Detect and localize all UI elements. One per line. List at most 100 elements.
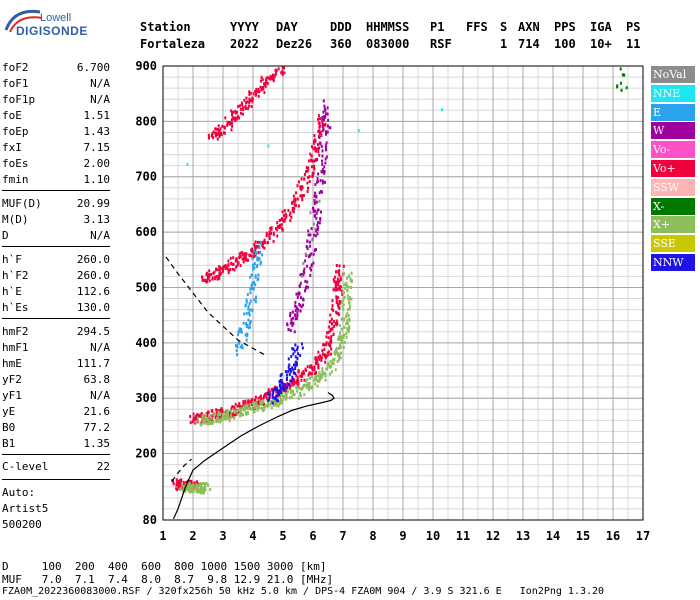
- data-point: [299, 185, 302, 189]
- data-point: [324, 122, 327, 126]
- y-tick-label: 700: [135, 170, 157, 184]
- data-point: [263, 402, 266, 406]
- param-row: B1 1.35: [2, 436, 110, 452]
- data-point: [331, 360, 334, 364]
- data-point: [283, 395, 286, 399]
- data-point: [273, 75, 276, 79]
- data-point: [257, 405, 260, 409]
- param-divider: [2, 318, 110, 319]
- data-point: [227, 271, 230, 275]
- data-point: [296, 184, 299, 188]
- data-point: [301, 387, 304, 391]
- param-name: B1: [2, 437, 16, 450]
- data-point: [250, 283, 253, 287]
- data-point: [274, 68, 277, 72]
- data-point: [244, 404, 247, 408]
- data-point: [332, 308, 335, 312]
- data-point: [277, 389, 280, 393]
- data-point: [318, 131, 321, 135]
- data-point: [336, 288, 339, 292]
- param-value: 1.35: [83, 437, 111, 450]
- data-point: [252, 267, 255, 271]
- data-point: [288, 383, 291, 387]
- data-point: [251, 256, 254, 260]
- data-point: [296, 311, 299, 315]
- data-point: [306, 189, 309, 193]
- data-point: [294, 364, 297, 368]
- data-point: [232, 110, 235, 114]
- data-point: [270, 400, 273, 404]
- data-point: [192, 482, 195, 486]
- header-label-ps: PS: [626, 20, 641, 34]
- data-point: [313, 201, 316, 205]
- header-label-s: S: [500, 20, 508, 34]
- data-point: [289, 321, 292, 325]
- data-point: [239, 414, 242, 418]
- data-point: [275, 388, 278, 392]
- data-point: [244, 401, 247, 405]
- x-tick-label: 9: [399, 529, 406, 543]
- data-point: [339, 278, 342, 282]
- data-point: [279, 397, 282, 401]
- data-point: [237, 330, 240, 334]
- data-point: [204, 482, 207, 486]
- data-point: [281, 210, 284, 214]
- data-point: [211, 409, 214, 413]
- data-point: [307, 186, 310, 190]
- data-point: [321, 121, 324, 125]
- data-point: [266, 241, 269, 245]
- data-point: [342, 346, 345, 350]
- data-point: [324, 378, 327, 382]
- data-point: [308, 175, 311, 179]
- data-point: [290, 318, 293, 322]
- data-point: [204, 421, 207, 425]
- data-point: [226, 411, 229, 415]
- data-point: [212, 420, 215, 424]
- data-point: [251, 100, 254, 104]
- data-point: [314, 248, 317, 252]
- data-point: [204, 413, 207, 417]
- data-point: [318, 153, 321, 157]
- data-point: [313, 134, 316, 138]
- data-point: [348, 326, 351, 330]
- data-point: [247, 404, 250, 408]
- param-row: foF2 6.700: [2, 60, 110, 76]
- data-point: [328, 325, 331, 329]
- data-point: [272, 387, 275, 391]
- data-point: [339, 356, 342, 360]
- data-point: [189, 483, 192, 487]
- data-point: [324, 144, 327, 148]
- data-point: [251, 401, 254, 405]
- data-point: [212, 271, 215, 275]
- data-point: [302, 370, 305, 374]
- data-point: [299, 296, 302, 300]
- data-point: [328, 364, 331, 368]
- data-point: [321, 190, 324, 194]
- data-point: [256, 408, 259, 412]
- data-point: [318, 121, 321, 125]
- data-point: [257, 245, 260, 249]
- data-point: [325, 341, 328, 345]
- data-point: [233, 405, 236, 409]
- data-point: [290, 395, 293, 399]
- param-name: yF2: [2, 373, 22, 386]
- data-point: [250, 286, 253, 290]
- data-point: [228, 419, 231, 423]
- data-point: [290, 215, 293, 219]
- data-point: [296, 307, 299, 311]
- data-point: [269, 390, 272, 394]
- data-point: [276, 225, 279, 229]
- data-point: [258, 257, 261, 261]
- data-point: [291, 209, 294, 213]
- param-value: 77.2: [83, 421, 111, 434]
- data-point: [226, 121, 229, 125]
- data-point: [204, 415, 207, 419]
- data-point: [335, 351, 338, 355]
- data-point: [305, 169, 308, 173]
- data-point: [294, 360, 297, 364]
- data-point: [343, 317, 346, 321]
- data-point: [315, 360, 318, 364]
- data-point: [315, 375, 318, 379]
- data-point: [219, 272, 222, 276]
- data-point: [305, 383, 308, 387]
